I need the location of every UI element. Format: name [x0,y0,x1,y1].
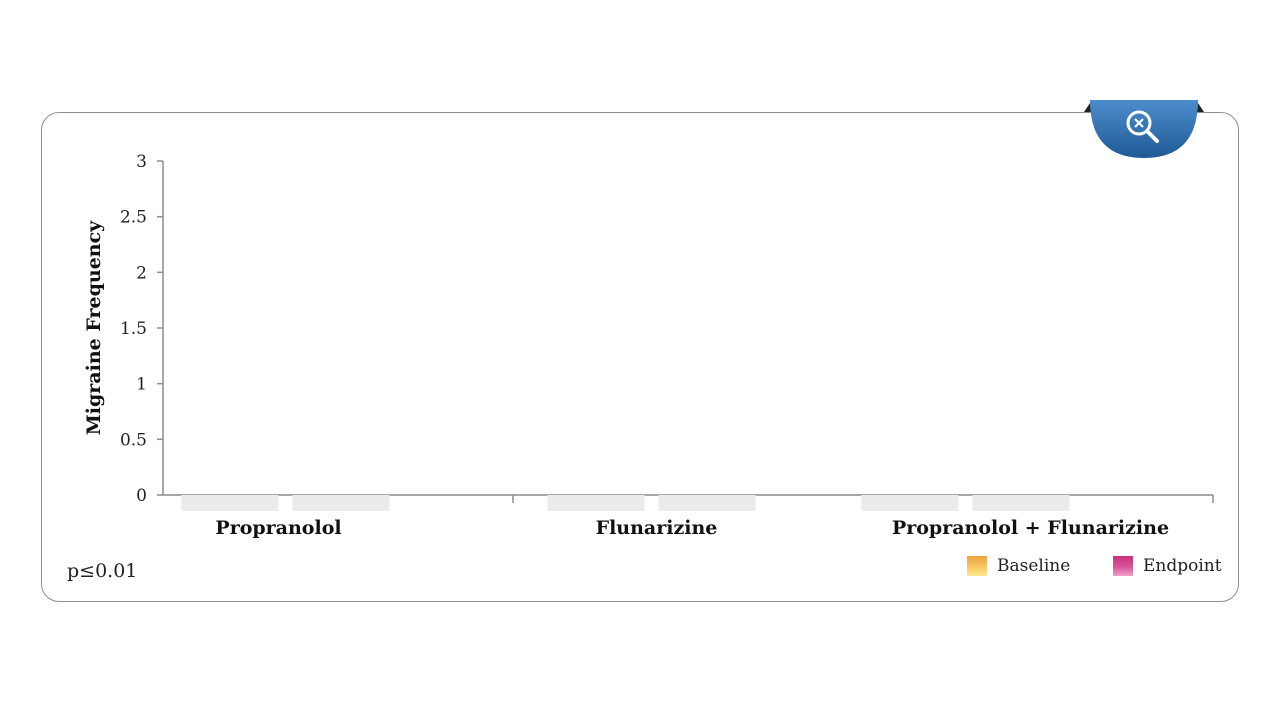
y-tick-label: 0 [136,486,147,506]
y-tick-label: 1 [136,375,147,395]
bar-endpoint-2[interactable] [972,495,1070,511]
bar-endpoint-1[interactable] [658,495,756,511]
category-label: Propranolol + Flunarizine [892,517,1169,539]
y-tick-label: 1.5 [120,319,147,339]
y-axis-title: Migraine Frequency [83,220,105,435]
category-label: Propranolol [215,517,341,539]
y-tick-label: 2 [136,263,147,283]
legend-swatch-baseline [967,556,987,576]
category-label: Flunarizine [596,517,718,539]
bar-baseline-0[interactable] [181,495,279,511]
bar-endpoint-0[interactable] [292,495,390,511]
legend-label-endpoint: Endpoint [1143,556,1222,576]
y-tick-label: 0.5 [120,430,147,450]
y-tick-label: 3 [136,152,147,172]
legend-item-endpoint[interactable]: Endpoint [1113,555,1222,577]
bar-baseline-1[interactable] [547,495,645,511]
legend-swatch-endpoint [1113,556,1133,576]
legend-label-baseline: Baseline [997,556,1071,576]
chart-card [41,112,1239,602]
legend-item-baseline[interactable]: Baseline [967,555,1070,577]
y-tick-label: 2.5 [120,208,147,228]
bar-baseline-2[interactable] [861,495,959,511]
zoom-close-icon [1126,110,1159,143]
zoom-button[interactable] [1084,100,1204,160]
p-value-annotation: p≤0.01 [67,560,138,582]
